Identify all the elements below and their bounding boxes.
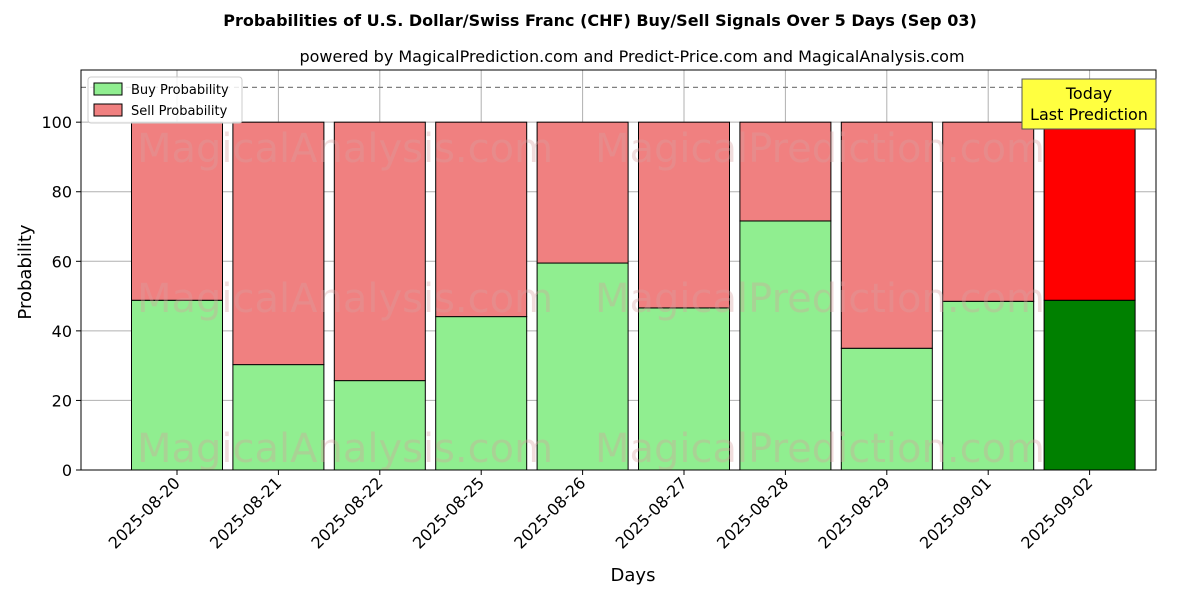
bar-sell [1043,121,1136,301]
bar-sell [638,121,730,309]
bar-sell [942,121,1035,302]
bar-buy [536,262,629,471]
x-tick-label: 2025-08-28 [713,473,792,552]
plot-area: MagicalAnalysis.com MagicalAnalysis.com Ma… [80,69,1157,472]
watermark: MagicalAnalysis.com [137,276,553,322]
x-tick-label: 2025-08-29 [814,473,893,552]
bar-buy [638,307,730,471]
bars [131,121,1136,471]
bar-buy [333,380,426,471]
chart-subtitle: powered by MagicalPrediction.com and Pre… [299,47,964,66]
x-tick-label: 2025-08-26 [510,473,589,552]
y-tick-label: 60 [52,252,72,271]
x-tick-label: 2025-08-20 [105,473,184,552]
y-tick-label: 20 [52,391,72,410]
bar-sell [333,121,426,382]
y-tick-label: 80 [52,183,72,202]
y-tick-label: 0 [62,461,72,480]
x-tick-label: 2025-09-02 [1017,473,1096,552]
x-axis-label: Days [611,565,656,586]
watermark: MagicalAnalysis.com [137,126,553,172]
today-label-line1: Today [1065,84,1112,103]
x-tick-label: 2025-08-22 [307,473,386,552]
x-tick-label: 2025-08-21 [206,473,285,552]
y-axis-label: Probability [15,224,36,319]
legend-swatch-sell [93,103,123,117]
bar-sell [739,121,832,222]
today-box [1021,78,1157,130]
bar-buy [739,220,832,471]
x-axis: 2025-08-20 2025-08-21 2025-08-22 2025-08-25… [105,470,1096,553]
bar-sell [232,121,325,366]
today-label-line2: Last Prediction [1030,105,1148,124]
legend-box [87,76,243,124]
y-tick-label: 100 [41,113,72,132]
plot-frame [80,69,1157,471]
legend: Buy Probability Sell Probability [87,76,243,124]
bar-buy [1043,299,1136,471]
watermark: MagicalPrediction.com [595,276,1045,322]
legend-swatch-buy [93,82,123,96]
x-tick-label: 2025-08-27 [612,473,691,552]
bar-sell [131,121,223,301]
bar-buy [942,300,1035,471]
today-annotation: Today Last Prediction [1021,78,1157,130]
x-tick-label: 2025-09-01 [916,473,995,552]
x-tick-label: 2025-08-25 [409,473,488,552]
bar-sell [840,121,933,349]
chart-title: Probabilities of U.S. Dollar/Swiss Franc… [223,11,977,30]
bar-buy [232,364,325,471]
y-tick-label: 40 [52,322,72,341]
watermarks: MagicalAnalysis.com MagicalAnalysis.com Ma… [137,126,1045,472]
watermark: MagicalPrediction.com [595,126,1045,172]
legend-label-sell: Sell Probability [131,104,228,119]
bar-sell [536,121,629,264]
y-axis: 0 20 40 60 80 100 [41,113,81,480]
legend-label-buy: Buy Probability [131,83,229,98]
bar-buy [435,316,528,471]
watermark: MagicalPrediction.com [595,426,1045,472]
bar-sell [435,121,528,318]
watermark: MagicalAnalysis.com [137,426,553,472]
